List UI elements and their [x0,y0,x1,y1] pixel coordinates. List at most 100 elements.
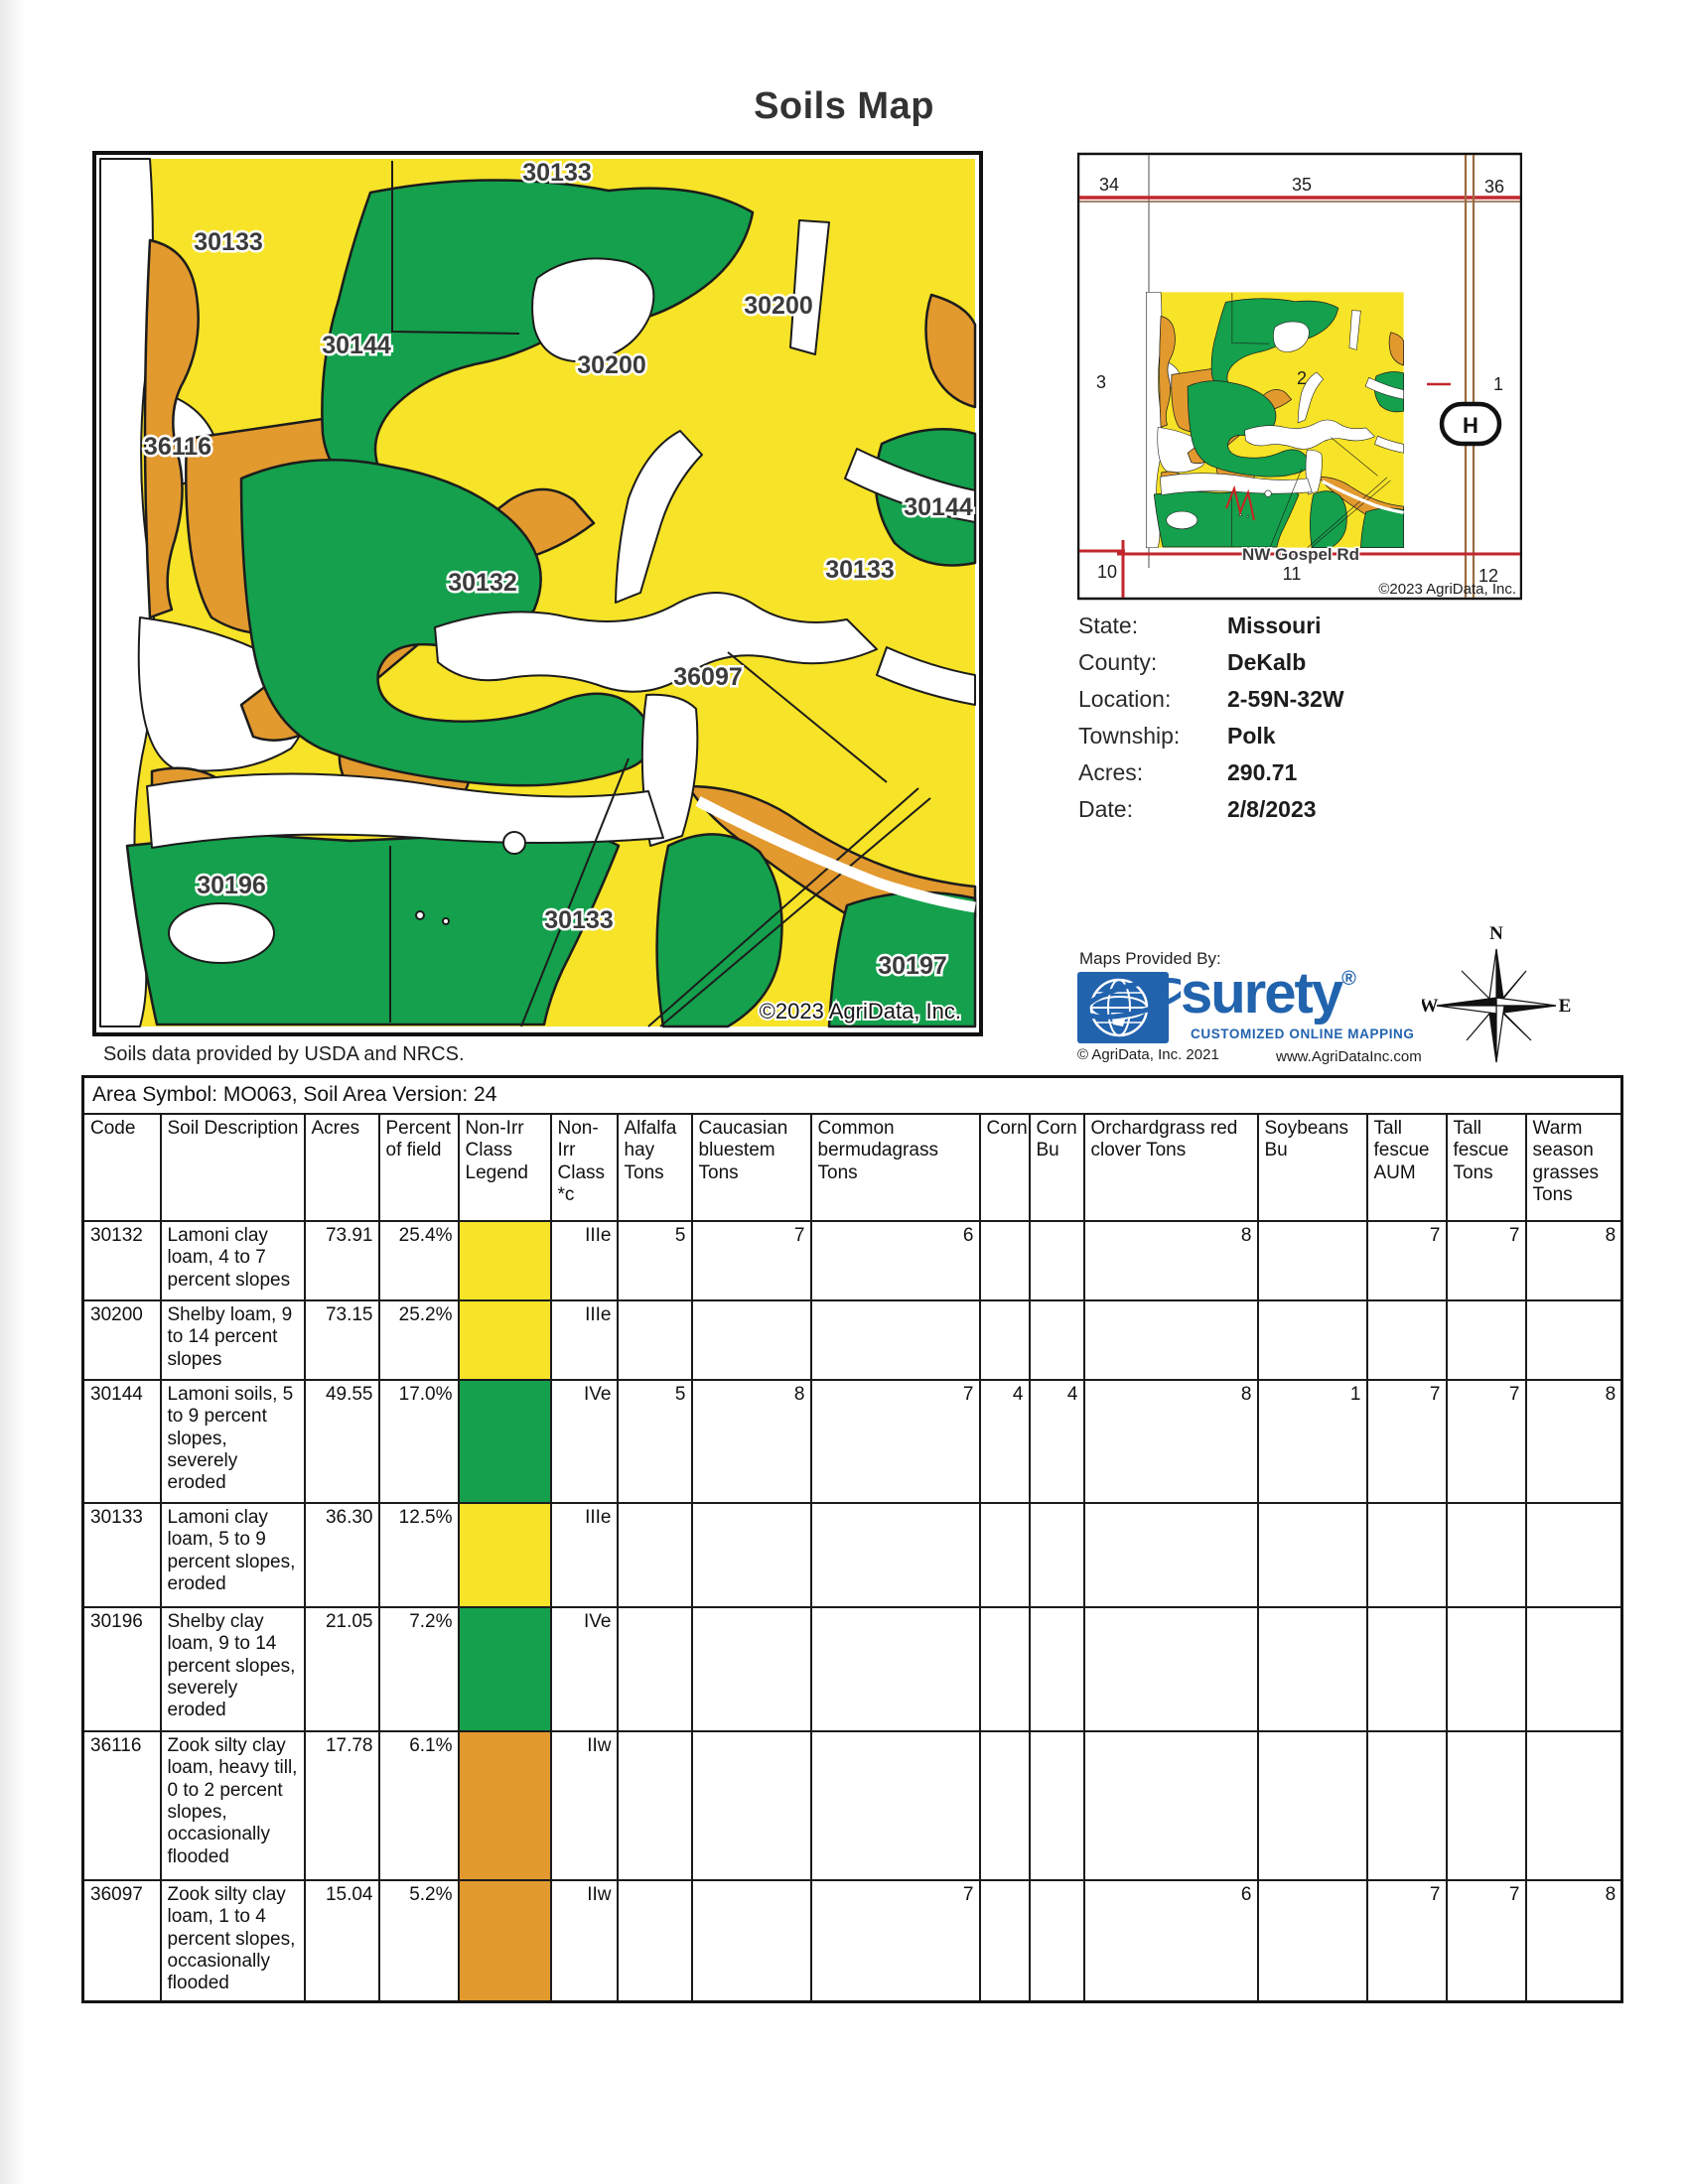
crop-value-cell [1256,1605,1368,1732]
crop-value-cell [1082,1605,1259,1732]
info-label: County: [1078,649,1158,675]
acres-cell: 36.30 [303,1501,380,1608]
crop-value-cell [1028,1605,1085,1732]
crop-value-cell [616,1501,693,1608]
table-row: 36116 Zook silty clay loam, heavy till, 0… [81,1729,1623,1881]
crop-value-cell [1028,1298,1085,1381]
crop-value-cell: 7 [1365,1878,1448,2003]
soil-code-label: 30144 [904,493,973,521]
percent-cell: 6.1% [377,1729,460,1881]
percent-cell: 25.2% [377,1298,460,1381]
percent-cell: 12.5% [377,1501,460,1608]
locator-copyright: ©2023 AgriData, Inc. [1378,581,1516,598]
info-label: Township: [1078,723,1181,749]
soils-map: 30133 30133 30144 30200 30200 36116 30144 30132… [92,151,983,1037]
soil-code-label: 30200 [577,351,646,379]
soil-description-cell: Zook silty clay loam, heavy till, 0 to 2… [159,1729,306,1881]
highway-marker [1439,401,1502,447]
map-copyright: ©2023 AgriData, Inc. [760,999,961,1024]
soil-code-cell: 36097 [81,1878,162,2003]
crop-value-cell [690,1501,812,1608]
compass-w: W [1422,996,1439,1017]
non-irr-class-cell: IIw [549,1878,619,2003]
column-header: Percent of field [377,1112,460,1222]
location-info: State: Missouri County: DeKalb Location: 2-… [1078,608,1495,828]
column-header: Corn Bu [1028,1112,1085,1222]
non-irr-class-cell: IVe [549,1378,619,1504]
soil-description-cell: Shelby loam, 9 to 14 percent slopes [159,1298,306,1381]
non-irr-class-cell: IIw [549,1729,619,1881]
page-title: Soils Map [754,85,934,127]
crop-value-cell [809,1501,981,1608]
crop-value-cell: 8 [1082,1378,1259,1504]
info-label: Date: [1078,796,1133,822]
legend-swatch-cell [457,1501,552,1608]
crop-value-cell [809,1729,981,1881]
soil-description-cell: Shelby clay loam, 9 to 14 percent slopes… [159,1605,306,1732]
globe-icon [1077,972,1181,1043]
crop-value-cell [1445,1298,1527,1381]
stream-squiggle [1225,484,1255,521]
legend-swatch-cell [457,1605,552,1732]
column-header: Alfalfa hay Tons [616,1112,693,1222]
crop-value-cell: 7 [1365,1378,1448,1504]
section-number: 35 [1292,175,1312,195]
non-irr-class-cell: IIIe [549,1298,619,1381]
soil-code-label: 30200 [744,292,813,320]
crop-value-cell: 7 [1365,1219,1448,1301]
crop-value-cell: 7 [1445,1378,1527,1504]
brand-tagline: CUSTOMIZED ONLINE MAPPING [1191,1026,1415,1041]
section-number: 34 [1099,175,1119,195]
crop-value-cell [1256,1501,1368,1608]
percent-cell: 25.4% [377,1219,460,1301]
crop-value-cell [616,1878,693,2003]
soil-description-cell: Lamoni clay loam, 4 to 7 percent slopes [159,1219,306,1301]
crop-value-cell [690,1605,812,1732]
info-value: 290.71 [1227,759,1298,785]
info-value: Polk [1227,723,1276,749]
soil-code-label: 30133 [825,556,895,584]
crop-value-cell: 7 [690,1219,812,1301]
crop-value-cell [1082,1729,1259,1881]
compass-rose: N E S W [1420,921,1572,1097]
crop-value-cell [690,1729,812,1881]
crop-value-cell [1028,1501,1085,1608]
crop-value-cell: 6 [809,1219,981,1301]
info-label: Location: [1078,686,1172,712]
soil-description-cell: Lamoni soils, 5 to 9 percent slopes, sev… [159,1378,306,1504]
info-value: 2-59N-32W [1227,686,1344,712]
crop-value-cell [1365,1729,1448,1881]
crop-value-cell [1445,1501,1527,1608]
crop-value-cell [978,1298,1031,1381]
crop-value-cell [690,1878,812,2003]
soil-code-label: 30133 [544,906,614,934]
compass-e: E [1559,996,1571,1017]
crop-value-cell [616,1729,693,1881]
crop-value-cell [1082,1298,1259,1381]
soil-description-cell: Zook silty clay loam, 1 to 4 percent slo… [159,1878,306,2003]
soil-description-cell: Lamoni clay loam, 5 to 9 percent slopes,… [159,1501,306,1608]
table-row: 30200 Shelby loam, 9 to 14 percent slopes… [81,1298,1623,1381]
crop-value-cell [1524,1501,1623,1608]
registered-mark-icon: ® [1341,968,1356,990]
crop-value-cell [1256,1298,1368,1381]
column-header: Caucasian bluestem Tons [690,1112,812,1222]
non-irr-class-cell: IVe [549,1605,619,1732]
provider-heading: Maps Provided By: [1079,949,1221,968]
info-value: Missouri [1227,613,1322,638]
legend-swatch-cell [457,1378,552,1504]
crop-value-cell [690,1298,812,1381]
provider-logo: Maps Provided By: surety® CUSTOMIZED ONL… [1077,943,1554,1072]
soil-code-label: 30197 [878,952,947,980]
column-header: Orchardgrass red clover Tons [1082,1112,1259,1222]
soil-code-cell: 30133 [81,1501,162,1608]
crop-value-cell [1365,1501,1448,1608]
acres-cell: 17.78 [303,1729,380,1881]
column-header: Tall fescue AUM [1365,1112,1448,1222]
info-row-county: County: DeKalb [1078,644,1495,681]
acres-cell: 73.15 [303,1298,380,1381]
soils-table-section: Area Symbol: MO063, Soil Area Version: 2… [81,1075,1624,2004]
table-row: 30144 Lamoni soils, 5 to 9 percent slopes… [81,1378,1623,1504]
crop-value-cell: 7 [1445,1219,1527,1301]
crop-value-cell [1524,1298,1623,1381]
